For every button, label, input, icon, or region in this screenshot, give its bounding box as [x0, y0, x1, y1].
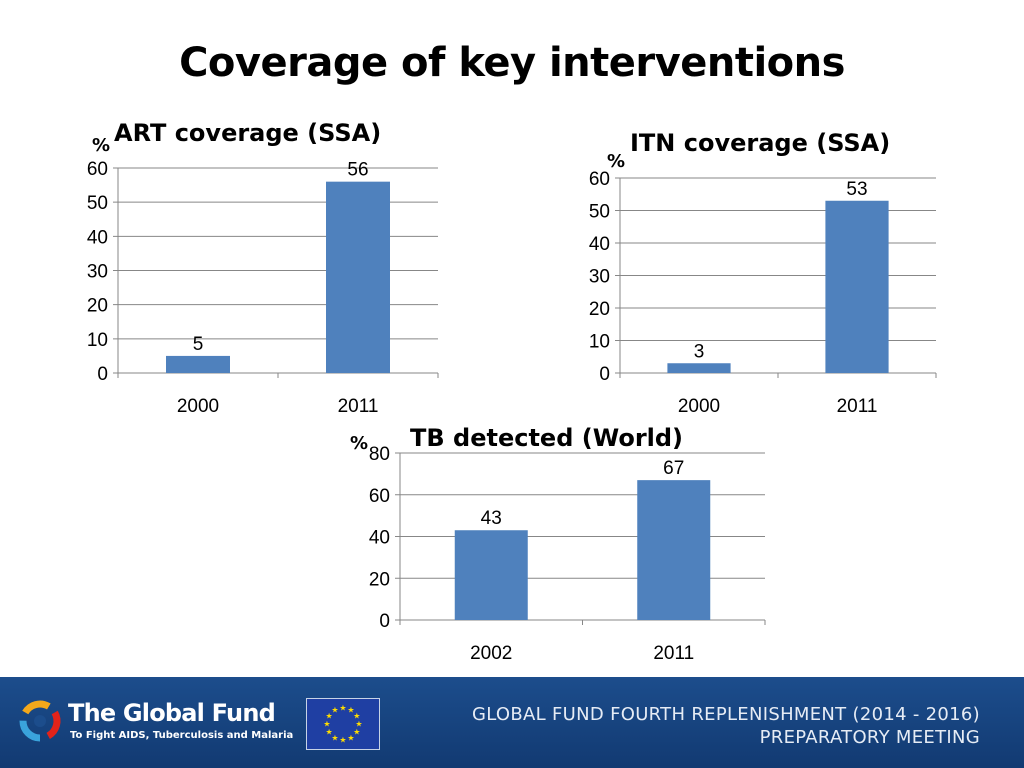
y-tick-label: 0 [599, 364, 610, 385]
data-label: 56 [347, 160, 368, 181]
data-label: 5 [193, 334, 204, 355]
eu-star-icon: ★ [331, 706, 338, 715]
y-tick-label: 60 [369, 486, 390, 507]
chart-title-itn: ITN coverage (SSA) [630, 129, 891, 157]
global-fund-tagline: To Fight AIDS, Tuberculosis and Malaria [70, 730, 294, 741]
y-tick-label: 40 [589, 234, 610, 255]
y-tick-label: 80 [369, 444, 390, 465]
x-category-label: 2002 [470, 643, 512, 664]
eu-star-icon: ★ [331, 733, 338, 742]
bar-2002 [454, 530, 528, 620]
eu-star-icon: ★ [347, 706, 354, 715]
y-tick-label: 20 [369, 569, 390, 590]
y-tick-label: 10 [589, 332, 610, 353]
chart-art: 0 10 20 30 40 50 60 5 2000 56 2011 [87, 159, 439, 417]
eu-star-icon: ★ [355, 720, 362, 729]
eu-star-icon: ★ [339, 704, 346, 713]
y-tick-label: 0 [97, 364, 108, 385]
eu-star-icon: ★ [353, 728, 360, 737]
x-category-label: 2011 [338, 396, 379, 417]
eu-star-icon: ★ [323, 720, 330, 729]
eu-star-icon: ★ [326, 712, 333, 721]
bar-2000 [667, 363, 731, 373]
global-fund-name: The Global Fund [68, 699, 276, 727]
x-category-label: 2011 [653, 643, 694, 664]
y-unit-art: % [92, 135, 111, 156]
eu-star-icon: ★ [347, 733, 354, 742]
eu-flag-field [307, 699, 379, 749]
y-unit-tb: % [350, 433, 369, 454]
x-category-label: 2000 [678, 396, 720, 417]
data-label: 53 [846, 179, 867, 200]
y-tick-label: 20 [87, 296, 108, 317]
eu-star-icon: ★ [353, 712, 360, 721]
data-label: 3 [694, 341, 705, 362]
chart-title-tb: TB detected (World) [410, 424, 684, 452]
x-category-label: 2000 [177, 396, 219, 417]
bar-2000 [166, 355, 230, 373]
chart-title-art: ART coverage (SSA) [114, 119, 382, 147]
eu-star-icon: ★ [339, 736, 346, 745]
y-tick-label: 40 [369, 528, 390, 549]
meeting-line-1: GLOBAL FUND FOURTH REPLENISHMENT (2014 -… [472, 704, 980, 725]
bar-2011 [637, 480, 711, 620]
page-title: Coverage of key interventions [179, 40, 845, 86]
y-unit-itn: % [607, 151, 626, 172]
meeting-caption: GLOBAL FUND FOURTH REPLENISHMENT (2014 -… [472, 703, 980, 749]
footer-band: The Global Fund To Fight AIDS, Tuberculo… [0, 677, 1024, 768]
x-category-label: 2011 [837, 396, 878, 417]
eu-star-icon: ★ [326, 728, 333, 737]
chart-tb: 0 20 40 60 80 43 2002 67 2011 [369, 444, 766, 664]
y-tick-label: 40 [87, 227, 108, 248]
y-tick-label: 0 [379, 611, 390, 632]
chart-itn: 0 10 20 30 40 50 60 3 2000 53 2011 [589, 169, 937, 417]
y-tick-label: 50 [589, 202, 610, 223]
global-fund-logo-icon [19, 700, 61, 742]
y-tick-label: 10 [87, 330, 108, 351]
data-label: 67 [663, 458, 684, 479]
y-tick-label: 20 [589, 299, 610, 320]
y-tick-label: 30 [87, 262, 108, 283]
y-tick-label: 50 [87, 193, 108, 214]
data-label: 43 [481, 508, 502, 529]
bar-2011 [326, 181, 390, 373]
eu-flag-icon: ★★★★★★★★★ ★ ★★ [306, 698, 380, 750]
y-tick-label: 60 [87, 159, 108, 180]
meeting-line-2: PREPARATORY MEETING [759, 727, 980, 748]
bar-2011 [825, 200, 889, 373]
y-tick-label: 30 [589, 267, 610, 288]
y-tick-label: 60 [589, 169, 610, 190]
